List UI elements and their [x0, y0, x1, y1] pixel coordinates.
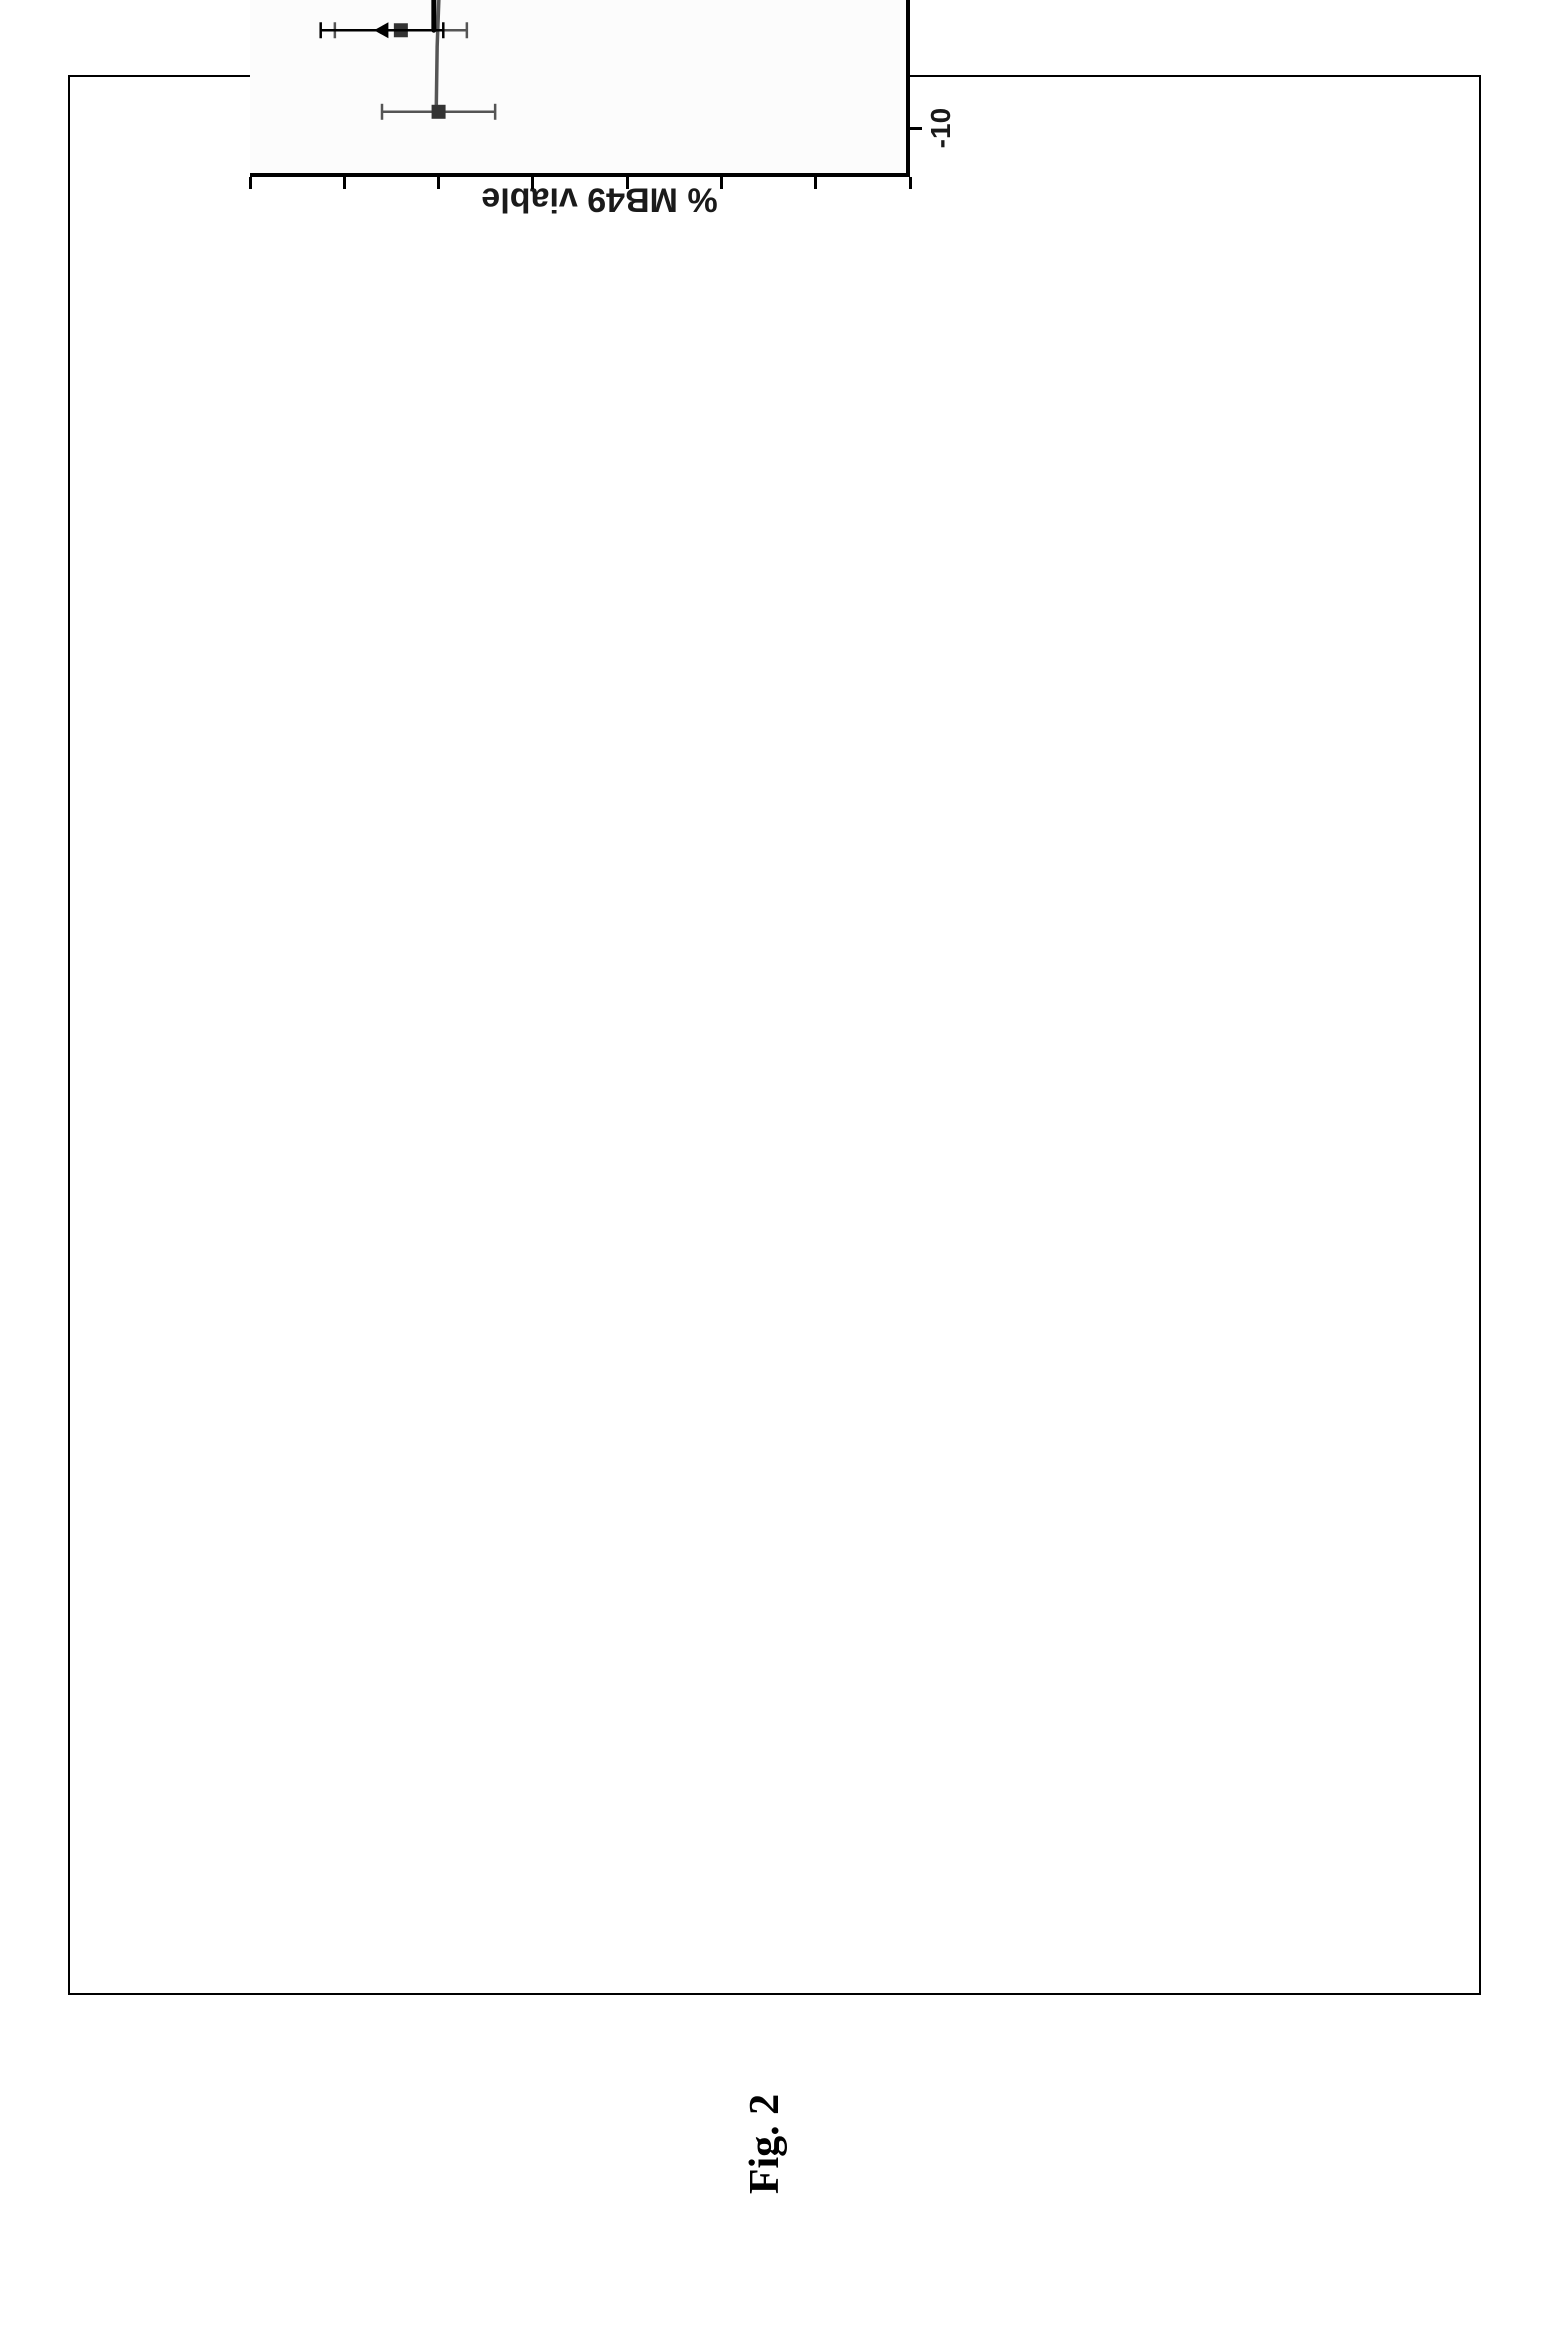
- y-tick: [909, 177, 912, 189]
- chart-wrapper: % MB49 viable log PFO g/mL 0204060801001…: [210, 0, 1160, 327]
- outer-frame: % MB49 viable log PFO g/mL 0204060801001…: [68, 75, 1481, 1995]
- plot-area: [250, 0, 910, 177]
- y-axis-title: % MB49 viable: [481, 179, 717, 218]
- figure-caption: Fig. 2: [741, 2094, 789, 2194]
- marker-square: [432, 105, 446, 119]
- marker-triangle: [374, 22, 388, 38]
- y-axis-line: [250, 173, 910, 177]
- series-curve: [436, 0, 899, 112]
- y-tick: [720, 177, 723, 189]
- x-tick: [910, 127, 922, 130]
- x-axis-line: [906, 0, 910, 177]
- x-tick-label: -10: [925, 98, 957, 158]
- y-tick: [531, 177, 534, 189]
- y-tick: [437, 177, 440, 189]
- chart-svg: [250, 0, 910, 177]
- y-tick: [343, 177, 346, 189]
- y-tick: [626, 177, 629, 189]
- y-tick: [249, 177, 252, 189]
- y-tick: [814, 177, 817, 189]
- series-curve: [434, 0, 670, 30]
